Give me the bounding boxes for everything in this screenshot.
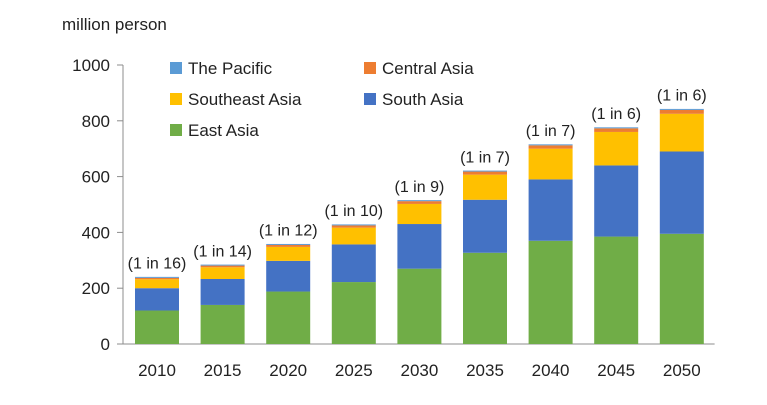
x-tick-label: 2020 [269, 361, 307, 380]
legend-label: East Asia [188, 121, 259, 140]
bar-label: (1 in 7) [460, 149, 510, 166]
bar-segment-the-pacific [594, 127, 639, 129]
bar-segment-east-asia [528, 240, 573, 344]
bar-segment-central-asia [135, 277, 179, 280]
bar-segment-south-asia [266, 260, 311, 292]
bar-segment-the-pacific [266, 243, 311, 245]
bar-label: (1 in 16) [128, 256, 187, 273]
bar-segment-south-asia [659, 151, 704, 234]
bar-label: (1 in 9) [395, 179, 445, 196]
bar-segment-the-pacific [528, 144, 573, 146]
bar-label: (1 in 12) [259, 223, 318, 240]
legend: The Pacific Central Asia Southeast Asia Sou… [170, 59, 474, 140]
bar-segment-the-pacific [659, 108, 704, 110]
x-tick-label: 2035 [466, 361, 504, 380]
bar-segment-central-asia [397, 201, 442, 204]
legend-label: Southeast Asia [188, 90, 302, 109]
bar-segment-central-asia [659, 109, 704, 114]
y-tick-label: 1000 [72, 56, 110, 75]
legend-swatch-east-asia [170, 124, 182, 136]
y-tick-label: 600 [82, 168, 110, 187]
legend-swatch-southeast-asia [170, 93, 182, 105]
bar-segment-central-asia [200, 265, 245, 268]
y-tick-label: 400 [82, 223, 110, 242]
bar-segment-central-asia [594, 128, 639, 132]
bar-segment-the-pacific [135, 276, 179, 278]
bar-label: (1 in 7) [526, 123, 576, 140]
bar-segment-south-asia [528, 179, 573, 241]
x-tick-label: 2045 [597, 361, 635, 380]
bar-segment-south-asia [594, 165, 639, 237]
bar-segment-southeast-asia [200, 267, 245, 279]
y-tick-label: 0 [101, 335, 110, 354]
bar-segment-south-asia [135, 288, 179, 311]
y-axis-label: million person [62, 15, 167, 34]
bar-label: (1 in 14) [193, 243, 252, 260]
bar-segment-southeast-asia [463, 174, 507, 200]
bar-segment-the-pacific [397, 200, 442, 202]
bar-segment-southeast-asia [266, 246, 311, 261]
x-tick-label: 2050 [663, 361, 701, 380]
y-tick-label: 800 [82, 112, 110, 131]
bar-segment-east-asia [135, 310, 179, 344]
bar-segment-southeast-asia [594, 131, 639, 166]
bar-label: (1 in 6) [591, 106, 641, 123]
bar-segment-southeast-asia [135, 279, 179, 289]
x-tick-label: 2040 [532, 361, 570, 380]
legend-label: Central Asia [382, 59, 474, 78]
legend-swatch-central-asia [364, 62, 376, 74]
bar-segment-south-asia [331, 244, 376, 283]
bar-segment-southeast-asia [331, 227, 376, 245]
bar-label: (1 in 10) [324, 203, 383, 220]
bar-label: (1 in 6) [657, 88, 707, 105]
bar-segment-southeast-asia [397, 203, 442, 225]
bar-segment-east-asia [331, 282, 376, 344]
bar-segment-east-asia [266, 291, 311, 344]
bar-segment-central-asia [266, 244, 311, 247]
legend-swatch-south-asia [364, 93, 376, 105]
x-tick-label: 2015 [204, 361, 242, 380]
bar-segment-southeast-asia [659, 113, 704, 152]
bar-segment-south-asia [200, 278, 245, 305]
bar-segment-south-asia [397, 224, 442, 269]
bar-segment-east-asia [594, 236, 639, 344]
bar-segment-east-asia [397, 268, 442, 344]
bar-segment-east-asia [463, 252, 507, 344]
legend-label: South Asia [382, 90, 464, 109]
legend-label: The Pacific [188, 59, 273, 78]
x-tick-label: 2010 [138, 361, 176, 380]
y-tick-label: 200 [82, 279, 110, 298]
legend-swatch-the-pacific [170, 62, 182, 74]
plot-area: 0 200 400 600 800 1000 (1 in 16) 2010 (1 in 14) 2… [72, 56, 715, 380]
bar-segment-south-asia [463, 199, 507, 253]
x-tick-label: 2025 [335, 361, 373, 380]
bar-segment-central-asia [463, 171, 507, 175]
bar-segment-central-asia [528, 145, 573, 149]
bar-segment-the-pacific [463, 170, 507, 172]
bar-segment-the-pacific [200, 264, 245, 266]
bar-segment-east-asia [659, 233, 704, 344]
bar-segment-southeast-asia [528, 148, 573, 180]
bar-segment-east-asia [200, 304, 245, 344]
x-tick-label: 2030 [400, 361, 438, 380]
bar-segment-the-pacific [331, 224, 376, 226]
bar-segment-central-asia [331, 225, 376, 228]
